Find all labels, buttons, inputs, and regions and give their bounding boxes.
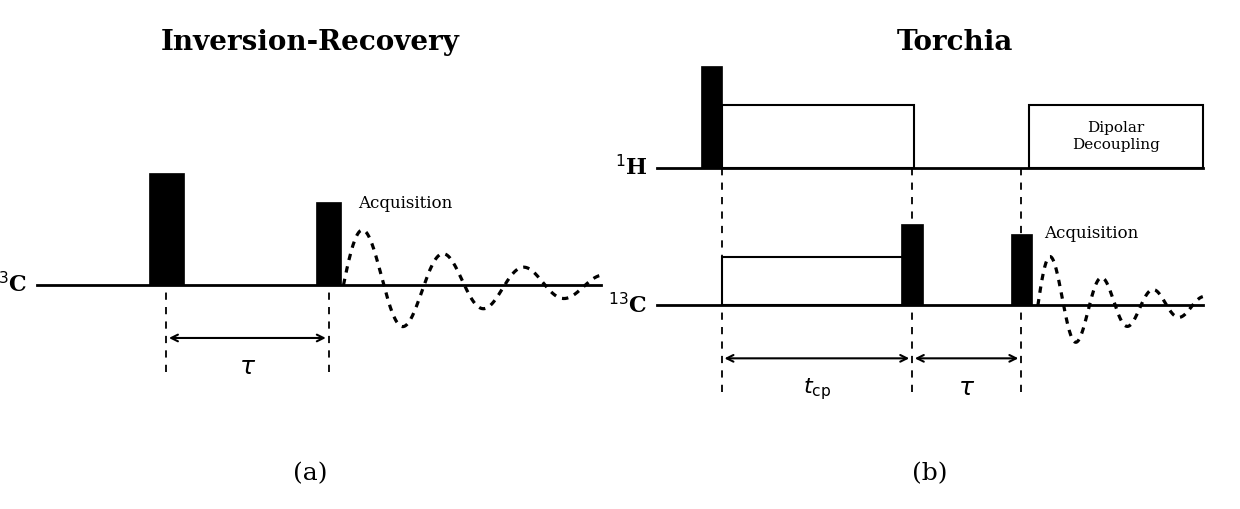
- Text: Acquisition: Acquisition: [1044, 225, 1138, 242]
- Bar: [1029, 105, 1203, 168]
- Text: $\tau$: $\tau$: [239, 356, 255, 379]
- Text: (a): (a): [293, 462, 327, 485]
- Text: Acquisition: Acquisition: [358, 195, 453, 212]
- Text: Inversion-Recovery: Inversion-Recovery: [160, 29, 460, 55]
- Text: $^{13}$C: $^{13}$C: [0, 272, 27, 298]
- Bar: [722, 105, 914, 168]
- Bar: [722, 257, 914, 305]
- Bar: [901, 224, 923, 305]
- Text: $^{1}$H: $^{1}$H: [615, 155, 647, 181]
- Text: $^{13}$C: $^{13}$C: [608, 293, 647, 318]
- Bar: [149, 173, 184, 285]
- Bar: [701, 66, 722, 168]
- Bar: [316, 202, 341, 285]
- Text: $\tau$: $\tau$: [959, 377, 975, 400]
- Bar: [1011, 234, 1032, 305]
- Text: Torchia: Torchia: [897, 29, 1013, 55]
- Text: $t_{\mathrm{cp}}$: $t_{\mathrm{cp}}$: [802, 377, 831, 403]
- Text: (b): (b): [913, 462, 947, 485]
- Text: Dipolar
Decoupling: Dipolar Decoupling: [1073, 121, 1159, 152]
